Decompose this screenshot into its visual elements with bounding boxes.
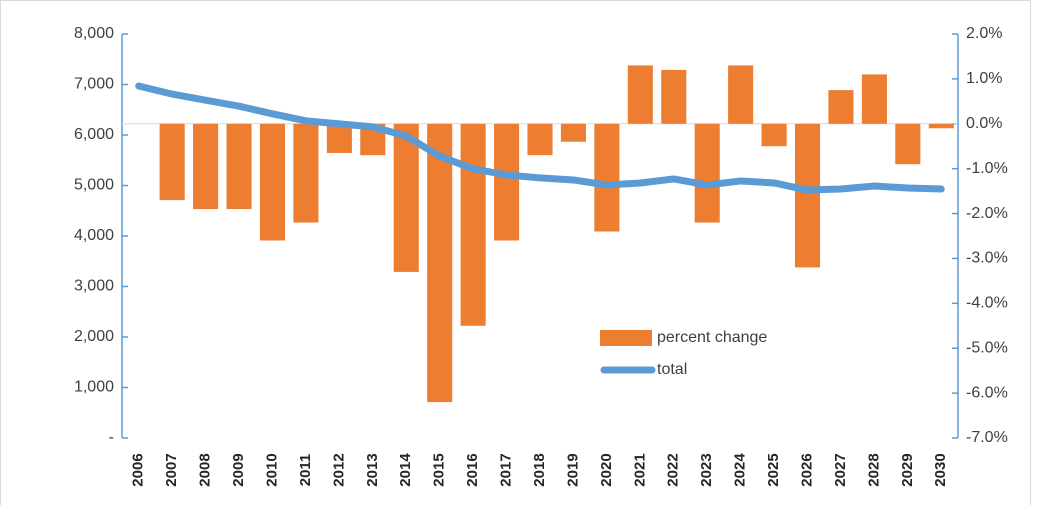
y-tick-label: 4,000 <box>74 227 114 244</box>
bar <box>226 123 252 210</box>
x-tick-label: 2009 <box>230 453 247 486</box>
x-tick-label: 2012 <box>330 453 347 486</box>
legend-label: total <box>657 361 687 378</box>
x-tick-label: 2007 <box>163 453 180 486</box>
y2-tick-label: -5.0% <box>966 339 1008 356</box>
x-tick-label: 2021 <box>631 453 648 486</box>
y2-tick-label: -3.0% <box>966 250 1008 267</box>
bar <box>326 123 352 153</box>
x-tick-label: 2029 <box>899 453 916 486</box>
y2-tick-label: 0.0% <box>966 115 1002 132</box>
x-tick-label: 2023 <box>698 453 715 486</box>
x-tick-label: 2025 <box>765 453 782 486</box>
y-tick-label: - <box>109 429 114 446</box>
bar <box>259 123 286 241</box>
y2-tick-label: 1.0% <box>966 70 1002 87</box>
y-tick-label: 7,000 <box>74 76 114 93</box>
bar <box>594 123 620 232</box>
y2-tick-label: -4.0% <box>966 295 1008 312</box>
y2-tick-label: -6.0% <box>966 384 1008 401</box>
x-tick-label: 2013 <box>364 453 381 486</box>
x-tick-label: 2030 <box>932 453 949 486</box>
bar <box>427 123 453 403</box>
bar <box>494 123 520 241</box>
x-tick-label: 2010 <box>263 453 280 486</box>
x-tick-label: 2014 <box>397 453 414 487</box>
bar <box>828 90 854 124</box>
x-tick-label: 2015 <box>431 453 448 486</box>
bar <box>728 65 754 124</box>
x-tick-label: 2020 <box>598 453 615 486</box>
line <box>135 82 945 194</box>
y-tick-label: 6,000 <box>74 126 114 143</box>
y2-tick-label: -1.0% <box>966 160 1008 177</box>
bar <box>794 123 821 268</box>
y2-tick-label: 2.0% <box>966 25 1002 42</box>
bar <box>627 65 653 124</box>
x-tick-label: 2027 <box>832 453 849 486</box>
x-tick-label: 2024 <box>732 453 749 487</box>
y2-tick-label: -7.0% <box>966 429 1008 446</box>
x-tick-label: 2018 <box>531 453 548 486</box>
y-tick-label: 3,000 <box>74 278 114 295</box>
y2-tick-label: -2.0% <box>966 205 1008 222</box>
legend-label: percent change <box>657 329 767 346</box>
y-tick-label: 8,000 <box>74 25 114 42</box>
x-tick-label: 2006 <box>130 453 147 486</box>
legend-swatch <box>600 330 652 346</box>
x-tick-label: 2026 <box>798 453 815 486</box>
bar <box>393 123 419 272</box>
bar <box>460 123 486 326</box>
y-tick-label: 2,000 <box>74 328 114 345</box>
bar <box>293 123 319 223</box>
x-tick-label: 2022 <box>665 453 682 486</box>
bar <box>761 123 787 147</box>
y-tick-label: 1,000 <box>74 379 114 396</box>
bar <box>928 123 954 129</box>
x-tick-label: 2016 <box>464 453 481 486</box>
bar <box>527 123 553 156</box>
bar <box>861 74 887 124</box>
x-tick-label: 2008 <box>197 453 214 486</box>
bar <box>694 123 720 223</box>
bar <box>895 123 921 165</box>
bar <box>560 123 586 142</box>
x-tick-label: 2011 <box>297 454 314 487</box>
bar <box>661 69 687 124</box>
x-tick-label: 2017 <box>498 453 515 486</box>
bar <box>159 123 185 201</box>
y-tick-label: 5,000 <box>74 177 114 194</box>
x-tick-label: 2019 <box>564 453 581 486</box>
bar <box>193 123 219 210</box>
x-tick-label: 2028 <box>865 453 882 486</box>
